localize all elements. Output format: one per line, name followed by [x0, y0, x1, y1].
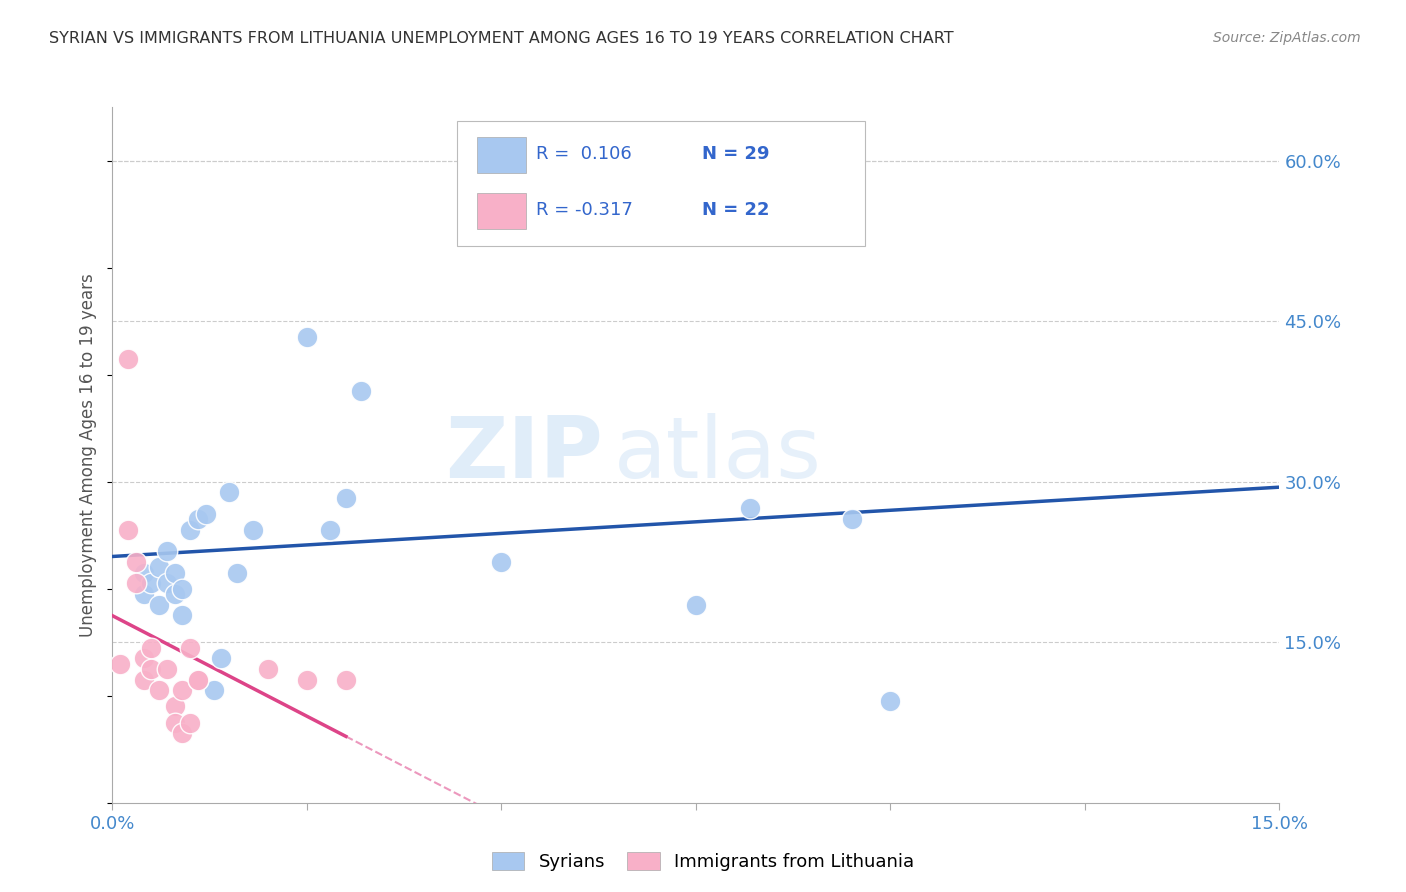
Point [257, 662, 280, 676]
Point [132, 673, 155, 687]
Y-axis label: Unemployment Among Ages 16 to 19 years: Unemployment Among Ages 16 to 19 years [79, 273, 97, 637]
Point [335, 673, 357, 687]
Point [209, 651, 232, 665]
Point [295, 673, 318, 687]
Point [226, 566, 249, 580]
Text: N = 22: N = 22 [702, 201, 769, 219]
Point [172, 582, 194, 596]
Point [132, 566, 155, 580]
Point [242, 523, 264, 537]
Point [187, 673, 209, 687]
Point [350, 384, 373, 398]
Text: atlas: atlas [614, 413, 823, 497]
Point [125, 555, 148, 569]
FancyBboxPatch shape [457, 121, 865, 246]
Point [179, 715, 201, 730]
Point [148, 560, 170, 574]
FancyBboxPatch shape [477, 193, 526, 229]
Point [685, 598, 707, 612]
Point [163, 566, 186, 580]
Point [172, 683, 194, 698]
Point [132, 587, 155, 601]
Point [202, 683, 225, 698]
Point [156, 576, 179, 591]
Point [110, 657, 132, 671]
Point [740, 501, 762, 516]
Text: SYRIAN VS IMMIGRANTS FROM LITHUANIA UNEMPLOYMENT AMONG AGES 16 TO 19 YEARS CORRE: SYRIAN VS IMMIGRANTS FROM LITHUANIA UNEM… [49, 31, 953, 46]
Point [491, 555, 513, 569]
Point [544, 196, 567, 211]
Point [141, 576, 163, 591]
Point [117, 523, 139, 537]
Legend: Syrians, Immigrants from Lithuania: Syrians, Immigrants from Lithuania [485, 846, 921, 879]
Point [179, 640, 201, 655]
Point [295, 330, 318, 344]
Point [172, 726, 194, 740]
Text: Source: ZipAtlas.com: Source: ZipAtlas.com [1213, 31, 1361, 45]
Text: ZIP: ZIP [444, 413, 603, 497]
Point [187, 512, 209, 526]
Point [156, 544, 179, 558]
Point [163, 715, 186, 730]
Point [194, 507, 217, 521]
Point [172, 608, 194, 623]
Point [879, 694, 901, 708]
Point [163, 587, 186, 601]
Point [148, 598, 170, 612]
Point [132, 651, 155, 665]
Point [117, 351, 139, 366]
Point [187, 673, 209, 687]
Point [319, 523, 342, 537]
Text: N = 29: N = 29 [702, 145, 769, 163]
Text: R = -0.317: R = -0.317 [536, 201, 633, 219]
Point [163, 699, 186, 714]
Point [841, 512, 863, 526]
Point [335, 491, 357, 505]
Point [141, 662, 163, 676]
Point [148, 683, 170, 698]
FancyBboxPatch shape [477, 137, 526, 173]
Point [125, 576, 148, 591]
Text: R =  0.106: R = 0.106 [536, 145, 631, 163]
Point [218, 485, 240, 500]
Point [141, 640, 163, 655]
Point [156, 662, 179, 676]
Point [179, 523, 201, 537]
